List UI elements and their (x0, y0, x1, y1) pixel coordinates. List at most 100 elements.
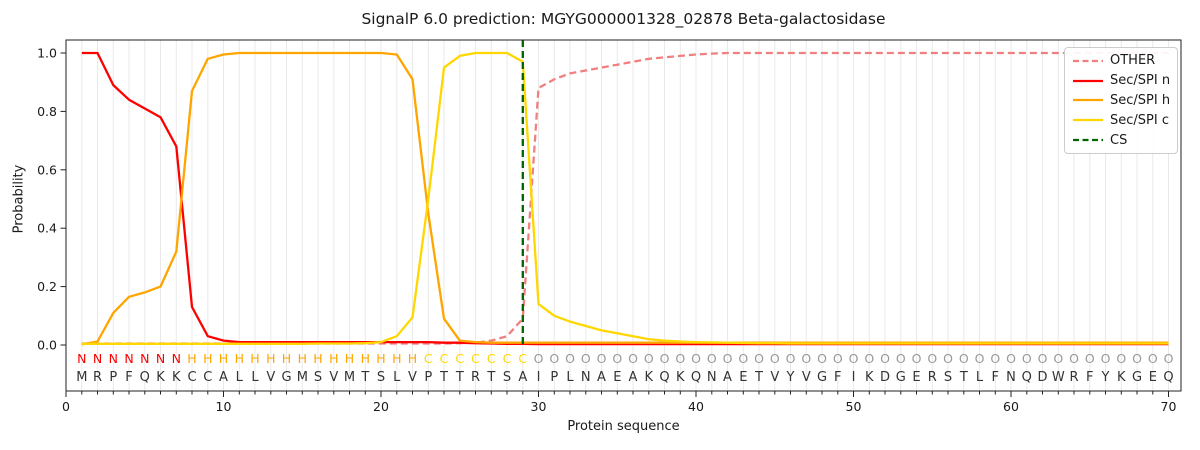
sequence-letter: T (959, 370, 968, 385)
x-tick-label: 70 (1161, 399, 1177, 414)
region-letter: O (975, 351, 985, 366)
sequence-letter: M (344, 370, 355, 385)
x-axis-label: Protein sequence (567, 419, 680, 434)
axes-frame (65, 39, 1182, 392)
region-letter: O (943, 351, 953, 366)
x-tick-label: 30 (531, 399, 547, 414)
region-letter: O (565, 351, 575, 366)
sequence-letter: A (629, 370, 638, 385)
legend-entry-sec-spi-n: Sec/SPI n (1065, 74, 1177, 87)
region-letter: H (361, 351, 370, 366)
sequence-letter: F (834, 370, 841, 385)
sequence-letter: M (297, 370, 308, 385)
sequence-letter: V (770, 370, 779, 385)
sequence-letter: F (125, 370, 132, 385)
sequence-letter: L (976, 370, 984, 385)
region-letter: H (298, 351, 307, 366)
region-letter: O (833, 351, 843, 366)
sequence-letter: K (1117, 370, 1126, 385)
sequence-letter: E (912, 370, 920, 385)
region-letter: O (1006, 351, 1016, 366)
sequence-letter: R (928, 370, 937, 385)
sequence-letter: S (503, 370, 511, 385)
sequence-letter: K (172, 370, 181, 385)
region-letter: H (219, 351, 228, 366)
region-letter: O (896, 351, 906, 366)
region-letter: O (1069, 351, 1079, 366)
sequence-letter: T (754, 370, 763, 385)
region-letter: N (172, 351, 181, 366)
gridlines (81, 40, 1169, 391)
y-axis-ticks: 0.0 0.2 0.4 0.6 0.8 1.0 (37, 46, 66, 353)
sequence-letter: G (817, 370, 827, 385)
sequence-letter: K (676, 370, 685, 385)
region-letter: O (581, 351, 591, 366)
sequence-letter: L (566, 370, 574, 385)
region-letter: C (518, 351, 527, 366)
sequence-letter: P (550, 370, 558, 385)
sequence-letter: N (707, 370, 717, 385)
region-letter: O (738, 351, 748, 366)
legend-label: Sec/SPI c (1110, 112, 1169, 128)
region-letter: O (660, 351, 670, 366)
region-letter: O (1022, 351, 1032, 366)
x-minor-ticks (81, 391, 1169, 395)
region-letter: O (1132, 351, 1142, 366)
sequence-letter: G (281, 370, 291, 385)
region-letter: N (109, 351, 118, 366)
y-tick-label: 0.4 (37, 221, 57, 236)
sequence-letter: K (156, 370, 165, 385)
sequence-letter: A (597, 370, 606, 385)
sequence-letter: P (424, 370, 432, 385)
sequence-letter: C (203, 370, 212, 385)
region-letter: O (597, 351, 607, 366)
sequence-letter: L (251, 370, 259, 385)
sequence-letter: G (1132, 370, 1142, 385)
region-letter: O (707, 351, 717, 366)
y-tick-label: 0.6 (37, 162, 57, 177)
sequence-letter: T (360, 370, 369, 385)
region-letter: O (912, 351, 922, 366)
sequence-letter: Q (1163, 370, 1173, 385)
sequence-letter: L (236, 370, 244, 385)
sequence-letter: E (739, 370, 747, 385)
x-axis-ticks: 0 10 20 30 40 50 60 70 (62, 391, 1176, 414)
sequence-letter: F (992, 370, 999, 385)
region-letter: C (424, 351, 433, 366)
legend-entry-sec-spi-h: Sec/SPI h (1065, 94, 1177, 107)
legend-label: OTHER (1110, 53, 1156, 69)
sequence-letter: Q (140, 370, 150, 385)
series-lines (81, 51, 1169, 346)
region-letter: N (140, 351, 149, 366)
region-letter: O (786, 351, 796, 366)
region-letter: O (927, 351, 937, 366)
region-letter: H (250, 351, 259, 366)
sequence-letter: R (93, 370, 102, 385)
region-letter: O (754, 351, 764, 366)
legend-box: OTHER Sec/SPI n Sec/SPI h Sec/SPI c CS (1064, 47, 1178, 154)
region-letter: N (124, 351, 133, 366)
region-letter: N (77, 351, 86, 366)
sequence-letter: E (613, 370, 621, 385)
sequence-letter: L (393, 370, 401, 385)
region-letter: H (345, 351, 354, 366)
x-tick-label: 20 (373, 399, 389, 414)
sequence-letter: K (645, 370, 654, 385)
region-letter: H (329, 351, 338, 366)
sequence-letter: T (439, 370, 448, 385)
region-letter: N (93, 351, 102, 366)
x-tick-label: 60 (1003, 399, 1019, 414)
series-line-other (81, 51, 1169, 345)
sequence-letter: Q (1022, 370, 1032, 385)
region-letter: O (1164, 351, 1174, 366)
series-line-sec-spi-n (81, 51, 1169, 346)
legend-entry-other: OTHER (1065, 54, 1177, 67)
x-tick-label: 40 (688, 399, 704, 414)
region-letter: C (455, 351, 464, 366)
x-tick-label: 0 (62, 399, 70, 414)
legend-label: CS (1110, 132, 1128, 148)
region-letter: C (440, 351, 449, 366)
sequence-letter: T (486, 370, 495, 385)
